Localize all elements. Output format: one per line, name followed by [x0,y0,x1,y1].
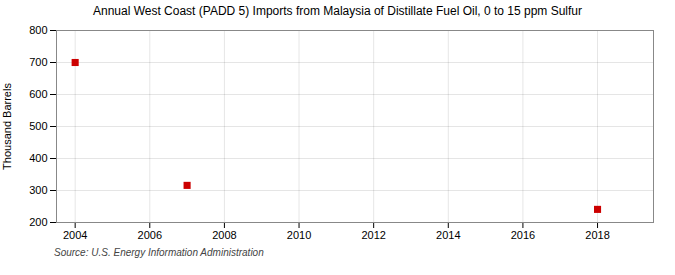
svg-text:2010: 2010 [287,229,311,241]
svg-text:600: 600 [29,88,47,100]
svg-text:2004: 2004 [63,229,87,241]
svg-text:2018: 2018 [585,229,609,241]
svg-text:2014: 2014 [436,229,460,241]
svg-text:2016: 2016 [511,229,535,241]
svg-text:2012: 2012 [361,229,385,241]
svg-text:800: 800 [29,24,47,36]
svg-text:400: 400 [29,152,47,164]
svg-text:200: 200 [29,216,47,228]
svg-text:Thousand Barrels: Thousand Barrels [1,83,13,170]
svg-text:700: 700 [29,56,47,68]
svg-text:300: 300 [29,184,47,196]
svg-text:500: 500 [29,120,47,132]
html-text:Source: U.S. Energy Informatio: Source: U.S. Energy Information Administ… [54,247,264,258]
html-text:Annual West Coast (PADD 5) Imp: Annual West Coast (PADD 5) Imports from … [93,4,582,18]
svg-text:2006: 2006 [138,229,162,241]
svg-text:2008: 2008 [212,229,236,241]
